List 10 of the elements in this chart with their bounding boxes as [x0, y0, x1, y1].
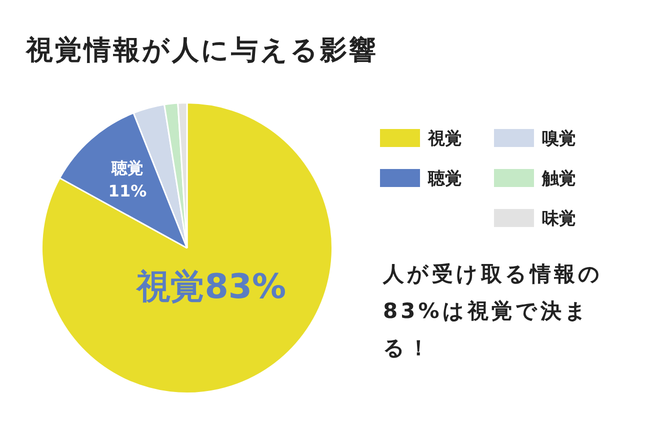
legend-label: 聴覚 [428, 168, 462, 190]
legend-label: 視覚 [428, 128, 462, 150]
text: 人が受け取る情報の83%は視覚で決まる！ [383, 261, 604, 362]
legend-label: 味覚 [542, 208, 576, 230]
data-label: 11% [108, 182, 147, 201]
slice-label: 聴覚 [110, 158, 144, 178]
legend-label: 嗅覚 [542, 128, 576, 150]
legend-label: 触覚 [542, 168, 576, 190]
category-label: 視覚83% [136, 267, 286, 308]
chart-title: 視覚情報が人に与える影響 [26, 34, 378, 68]
